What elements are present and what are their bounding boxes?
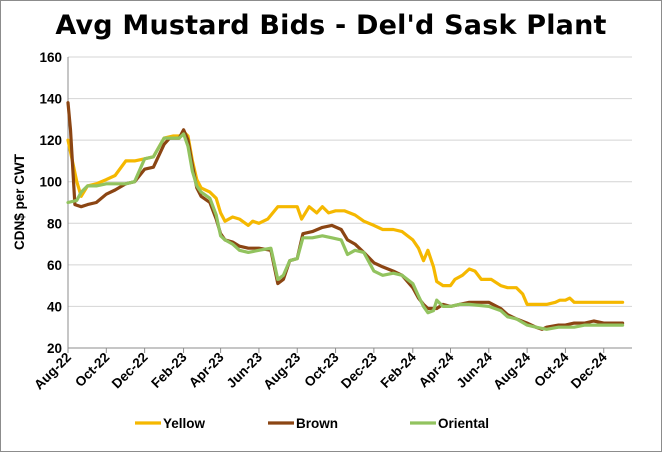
y-tick-label: 60 bbox=[47, 258, 62, 273]
x-tick-label: Aug-23 bbox=[260, 349, 303, 392]
x-tick-label: Aug-24 bbox=[490, 349, 533, 392]
x-tick-label: Dec-22 bbox=[109, 350, 151, 392]
y-tick-label: 160 bbox=[39, 50, 62, 65]
x-tick-label: Dec-24 bbox=[568, 349, 610, 391]
legend-label-oriental: Oriental bbox=[438, 416, 489, 431]
y-tick-label: 140 bbox=[39, 92, 62, 107]
legend-label-brown: Brown bbox=[296, 416, 338, 431]
x-tick-label: Jun-23 bbox=[224, 349, 266, 391]
y-tick-label: 120 bbox=[39, 133, 62, 148]
x-tick-label: Oct-24 bbox=[531, 349, 572, 390]
x-tick-label: Oct-22 bbox=[72, 350, 112, 390]
x-tick-label: Oct-23 bbox=[301, 349, 342, 390]
x-tick-label: Apr-23 bbox=[186, 349, 227, 390]
y-tick-label: 80 bbox=[47, 216, 62, 231]
y-tick-label: 40 bbox=[47, 299, 62, 314]
y-axis-label: CDN$ per CWT bbox=[12, 153, 27, 250]
series-line-oriental bbox=[66, 132, 625, 331]
legend-label-yellow: Yellow bbox=[163, 416, 206, 431]
y-tick-label: 20 bbox=[47, 341, 62, 356]
series-line-brown bbox=[66, 101, 625, 331]
x-tick-label: Dec-23 bbox=[338, 349, 380, 391]
x-tick-label: Feb-23 bbox=[148, 349, 190, 391]
x-tick-label: Apr-24 bbox=[416, 349, 457, 390]
x-tick-label: Jun-24 bbox=[454, 349, 496, 391]
chart-title: Avg Mustard Bids - Del'd Sask Plant bbox=[55, 10, 607, 41]
x-tick-label: Feb-24 bbox=[378, 349, 420, 391]
y-tick-label: 100 bbox=[39, 175, 62, 190]
